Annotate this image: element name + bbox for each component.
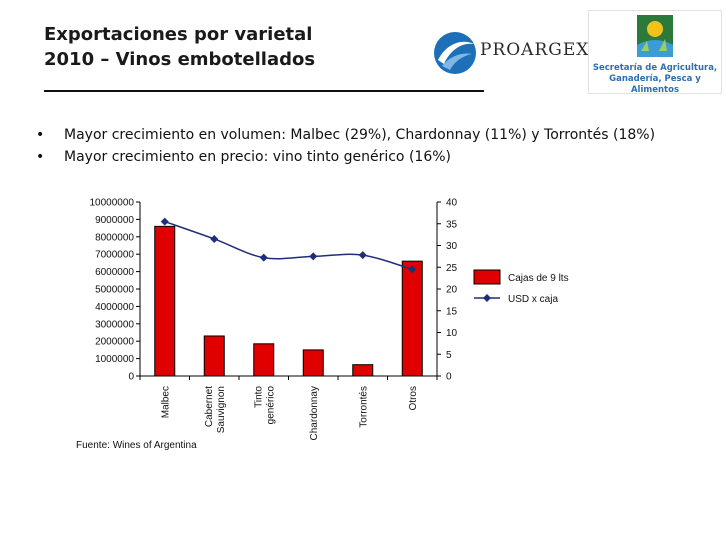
usd-marker-0 (160, 217, 169, 226)
bar-0 (154, 225, 176, 377)
usd-marker-1 (210, 234, 219, 243)
right-tick-label: 20 (446, 285, 458, 296)
right-tick-label: 10 (446, 328, 458, 339)
bullet-symbol: • (36, 127, 45, 143)
ministry-line1: Secretaría de Agricultura, (592, 63, 718, 73)
right-tick-label: 25 (446, 263, 458, 274)
right-tick-label: 5 (446, 350, 452, 361)
left-tick-label: 0 (128, 372, 134, 383)
bar-4 (352, 364, 374, 377)
category-label-line: Malbec (160, 386, 171, 418)
bullet-text: Mayor crecimiento en precio: vino tinto … (64, 149, 451, 165)
category-label-5: Otros (408, 386, 419, 410)
bar-5 (401, 260, 423, 377)
category-label-line: Torrontés (358, 386, 369, 428)
left-tick-label: 10000000 (90, 198, 135, 209)
right-tick-label: 35 (446, 219, 458, 230)
left-tick-label: 4000000 (95, 302, 134, 313)
bullet-item: • Mayor crecimiento en precio: vino tint… (36, 146, 655, 168)
legend-bar-label: Cajas de 9 lts (508, 273, 569, 284)
category-label-line: Tinto (253, 386, 264, 408)
usd-marker-3 (309, 252, 318, 261)
proargex-logo-text: PROARGEX (480, 40, 590, 60)
usd-marker-4 (358, 251, 367, 260)
legend-line-marker (483, 294, 491, 302)
bar-3 (302, 349, 324, 377)
usd-line (164, 220, 413, 271)
left-tick-label: 3000000 (95, 319, 134, 330)
left-tick-label: 9000000 (95, 215, 134, 226)
page-title-line1: Exportaciones por varietal (44, 24, 313, 45)
bullet-symbol: • (36, 149, 45, 165)
ministry-logo-text: Secretaría de Agricultura, Ganadería, Pe… (589, 63, 721, 96)
left-tick-label: 7000000 (95, 250, 134, 261)
left-tick-label: 6000000 (95, 267, 134, 278)
ministry-emblem-icon (637, 15, 673, 57)
category-label-line: Cabernet (204, 386, 215, 427)
left-tick-label: 2000000 (95, 337, 134, 348)
title-block: Exportaciones por varietal 2010 – Vinos … (44, 22, 315, 72)
right-tick-label: 40 (446, 198, 458, 209)
category-label-3: Chardonnay (309, 386, 320, 440)
usd-marker-5 (408, 265, 417, 274)
left-tick-label: 8000000 (95, 232, 134, 243)
legend-line-label: USD x caja (508, 294, 558, 305)
bullet-item: • Mayor crecimiento en volumen: Malbec (… (36, 124, 655, 146)
left-tick-label: 1000000 (95, 354, 134, 365)
ministry-logo: Secretaría de Agricultura, Ganadería, Pe… (588, 10, 722, 96)
right-tick-label: 30 (446, 241, 458, 252)
bar-1 (203, 335, 225, 377)
category-label-1: CabernetSauvignon (204, 386, 227, 433)
category-label-line: Chardonnay (309, 386, 320, 440)
category-label-4: Torrontés (358, 386, 369, 428)
category-label-0: Malbec (160, 386, 171, 418)
right-tick-label: 0 (446, 372, 452, 383)
bar-2 (253, 343, 275, 377)
right-tick-label: 15 (446, 306, 458, 317)
proargex-logo: PROARGEX (432, 30, 592, 78)
bullet-list: • Mayor crecimiento en volumen: Malbec (… (36, 124, 655, 168)
category-label-line: Otros (408, 386, 419, 410)
proargex-swoosh-icon (434, 32, 476, 74)
category-label-line: Sauvignon (216, 386, 227, 433)
bullet-text: Mayor crecimiento en volumen: Malbec (29… (64, 127, 656, 143)
left-tick-label: 5000000 (95, 285, 134, 296)
usd-marker-2 (259, 253, 268, 262)
legend-bar-swatch (473, 269, 501, 285)
ministry-line2: Ganadería, Pesca y Alimentos (609, 74, 701, 95)
category-label-2: Tintogenérico (253, 386, 276, 425)
page-title-line2: 2010 – Vinos embotellados (44, 49, 316, 70)
header-rule (44, 90, 484, 92)
chart-source: Fuente: Wines of Argentina (76, 440, 197, 451)
category-label-line: genérico (265, 386, 276, 425)
